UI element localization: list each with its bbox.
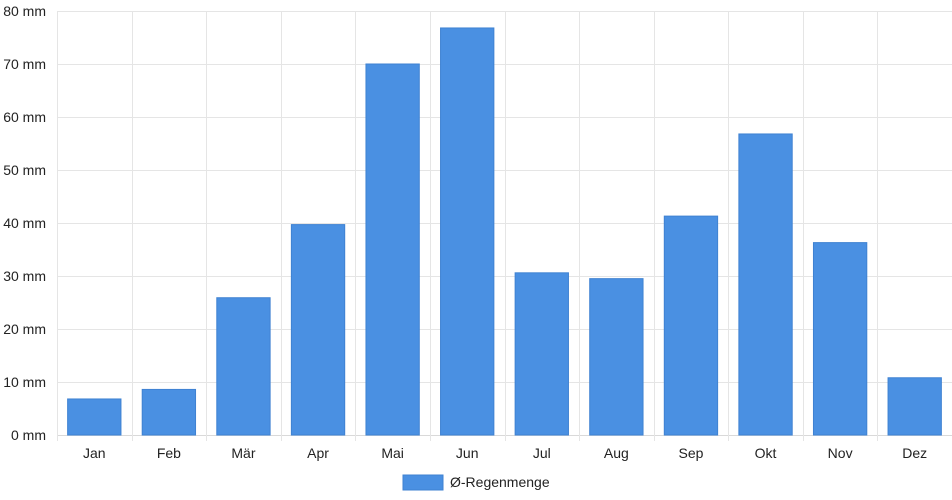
bar-jan[interactable] [67, 398, 122, 436]
x-tick-label: Feb [157, 445, 181, 461]
bar-mai[interactable] [365, 63, 420, 436]
y-tick-label: 50 mm [3, 162, 46, 178]
bar-dez[interactable] [887, 377, 942, 436]
y-tick-label: 0 mm [11, 427, 46, 443]
bar-jul[interactable] [514, 272, 569, 436]
bar-mär[interactable] [216, 297, 271, 436]
x-tick-label: Nov [828, 445, 853, 461]
x-tick-label: Apr [307, 445, 329, 461]
bars [67, 27, 942, 436]
y-tick-label: 30 mm [3, 268, 46, 284]
bar-apr[interactable] [290, 224, 346, 436]
x-tick-label: Dez [902, 445, 927, 461]
legend-swatch[interactable] [402, 474, 444, 491]
x-tick-label: Jun [456, 445, 479, 461]
x-tick-label: Aug [604, 445, 629, 461]
x-tick-label: Mär [231, 445, 255, 461]
y-tick-label: 80 mm [3, 3, 46, 19]
x-tick-label: Okt [755, 445, 777, 461]
bar-jun[interactable] [440, 27, 495, 436]
bar-feb[interactable] [141, 388, 197, 436]
x-tick-label: Jul [533, 445, 551, 461]
x-axis: Jan Feb Mär Apr Mai Jun Jul Aug Sep Okt Nov Dez [83, 445, 927, 461]
bar-okt[interactable] [738, 133, 793, 436]
bar-nov[interactable] [812, 242, 868, 436]
y-tick-label: 40 mm [3, 215, 46, 231]
x-tick-label: Jan [83, 445, 106, 461]
legend-label[interactable]: Ø-Regenmenge [450, 474, 550, 490]
grid-lines [57, 11, 952, 441]
y-tick-label: 60 mm [3, 109, 46, 125]
bar-sep[interactable] [663, 215, 719, 436]
y-tick-label: 70 mm [3, 56, 46, 72]
x-tick-label: Mai [381, 445, 404, 461]
y-tick-label: 10 mm [3, 374, 46, 390]
y-axis: 0 mm 10 mm 20 mm 30 mm 40 mm 50 mm 60 mm 70 mm 8… [3, 3, 46, 443]
y-tick-label: 20 mm [3, 321, 46, 337]
bar-aug[interactable] [589, 278, 644, 436]
legend[interactable]: Ø-Regenmenge [402, 474, 550, 491]
x-tick-label: Sep [678, 445, 703, 461]
